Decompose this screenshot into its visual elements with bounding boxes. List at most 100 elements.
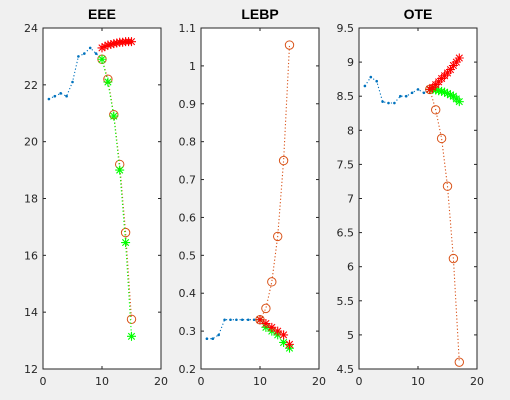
series-blue-dotted-points bbox=[363, 75, 432, 105]
data-point bbox=[404, 94, 408, 98]
data-point bbox=[387, 101, 390, 105]
plot-area bbox=[43, 28, 161, 369]
x-tick-label: 0 bbox=[356, 375, 363, 388]
data-point bbox=[65, 94, 68, 98]
data-point bbox=[454, 53, 464, 63]
data-point bbox=[126, 314, 137, 324]
data-point bbox=[410, 91, 414, 95]
data-point bbox=[246, 318, 250, 322]
data-point bbox=[279, 337, 289, 347]
plot-area bbox=[359, 28, 477, 369]
y-tick-label: 6 bbox=[347, 261, 354, 274]
data-point bbox=[273, 231, 283, 242]
y-tick-label: 12 bbox=[24, 363, 38, 376]
data-point bbox=[109, 39, 119, 49]
series-red-asterisks bbox=[97, 37, 136, 53]
data-point bbox=[285, 339, 294, 349]
data-point bbox=[442, 181, 453, 191]
data-point bbox=[255, 315, 265, 325]
y-tick-label: 18 bbox=[24, 193, 38, 206]
data-point bbox=[267, 322, 277, 332]
data-point bbox=[252, 318, 256, 322]
y-tick-label: 16 bbox=[24, 249, 38, 262]
data-point bbox=[363, 84, 367, 88]
data-point bbox=[103, 77, 113, 87]
data-point bbox=[375, 79, 379, 83]
data-point bbox=[416, 88, 420, 91]
data-point bbox=[393, 101, 396, 105]
data-point bbox=[448, 253, 459, 264]
y-tick-label: 7 bbox=[347, 193, 354, 206]
series-line bbox=[259, 45, 291, 320]
y-tick-label: 8.5 bbox=[337, 90, 355, 103]
y-tick-label: 4.5 bbox=[337, 363, 355, 376]
chart-title: OTE bbox=[404, 6, 433, 22]
y-tick-label: 6.5 bbox=[337, 227, 355, 240]
data-point bbox=[445, 90, 455, 100]
data-point bbox=[445, 65, 455, 75]
y-tick-label: 1 bbox=[189, 60, 196, 73]
data-point bbox=[217, 333, 220, 337]
y-tick-label: 0.3 bbox=[179, 325, 197, 338]
data-point bbox=[261, 303, 271, 314]
data-point bbox=[454, 357, 464, 367]
data-point bbox=[434, 86, 444, 96]
chart-title: EEE bbox=[88, 6, 116, 22]
data-point bbox=[431, 105, 441, 115]
data-point bbox=[59, 92, 62, 95]
data-point bbox=[369, 75, 373, 79]
data-point bbox=[267, 277, 277, 287]
data-point bbox=[443, 88, 452, 98]
data-point bbox=[425, 84, 435, 94]
y-tick-label: 0.9 bbox=[179, 98, 197, 111]
series-line bbox=[429, 89, 460, 363]
y-tick-label: 9 bbox=[347, 56, 354, 69]
data-point bbox=[71, 80, 74, 84]
data-point bbox=[284, 40, 295, 50]
subplot-ote: 0 10 20 4.5 5 5.5 6 6.5 7 7.5 8 8.5 9 9.5 OTE bbox=[337, 6, 485, 388]
series-line bbox=[101, 59, 133, 337]
y-tick-label: 1.1 bbox=[179, 22, 197, 35]
data-point bbox=[261, 319, 271, 329]
data-point bbox=[112, 38, 122, 48]
series-red-asterisks bbox=[425, 53, 464, 94]
data-point bbox=[235, 318, 238, 322]
data-point bbox=[118, 37, 128, 47]
series-line bbox=[206, 319, 260, 340]
data-point bbox=[278, 155, 289, 166]
data-point bbox=[279, 330, 289, 340]
data-point bbox=[100, 41, 110, 51]
data-point bbox=[451, 57, 461, 67]
data-point bbox=[454, 97, 464, 107]
subplot-eee: 0 10 20 12 14 16 18 20 22 24 EEE bbox=[24, 6, 168, 388]
axes-box bbox=[200, 27, 320, 370]
y-tick-label: 20 bbox=[24, 136, 38, 149]
series-green-dotted-asterisks bbox=[97, 54, 136, 341]
series-line bbox=[48, 47, 103, 100]
data-point bbox=[106, 39, 116, 49]
data-point bbox=[205, 337, 209, 340]
axes-box bbox=[358, 27, 478, 370]
axes-box bbox=[42, 27, 162, 370]
data-point bbox=[381, 100, 384, 103]
chart-title: LEBP bbox=[241, 6, 278, 22]
y-tick-label: 8 bbox=[347, 124, 354, 137]
data-point bbox=[97, 54, 107, 64]
y-tick-label: 0.2 bbox=[179, 363, 197, 376]
data-point bbox=[211, 337, 215, 340]
y-tick-label: 0.8 bbox=[179, 136, 197, 149]
data-point bbox=[121, 238, 131, 248]
data-point bbox=[103, 40, 113, 50]
data-point bbox=[436, 133, 447, 144]
y-tick-label: 22 bbox=[24, 79, 38, 92]
y-tick-label: 0.6 bbox=[179, 211, 197, 224]
data-point bbox=[422, 91, 426, 95]
y-tick-label: 14 bbox=[24, 306, 38, 319]
plot-area bbox=[201, 28, 319, 369]
y-tick-label: 5.5 bbox=[337, 295, 355, 308]
data-point bbox=[223, 318, 226, 322]
data-point bbox=[94, 52, 98, 55]
data-point bbox=[109, 111, 119, 121]
x-tick-label: 20 bbox=[312, 375, 326, 388]
